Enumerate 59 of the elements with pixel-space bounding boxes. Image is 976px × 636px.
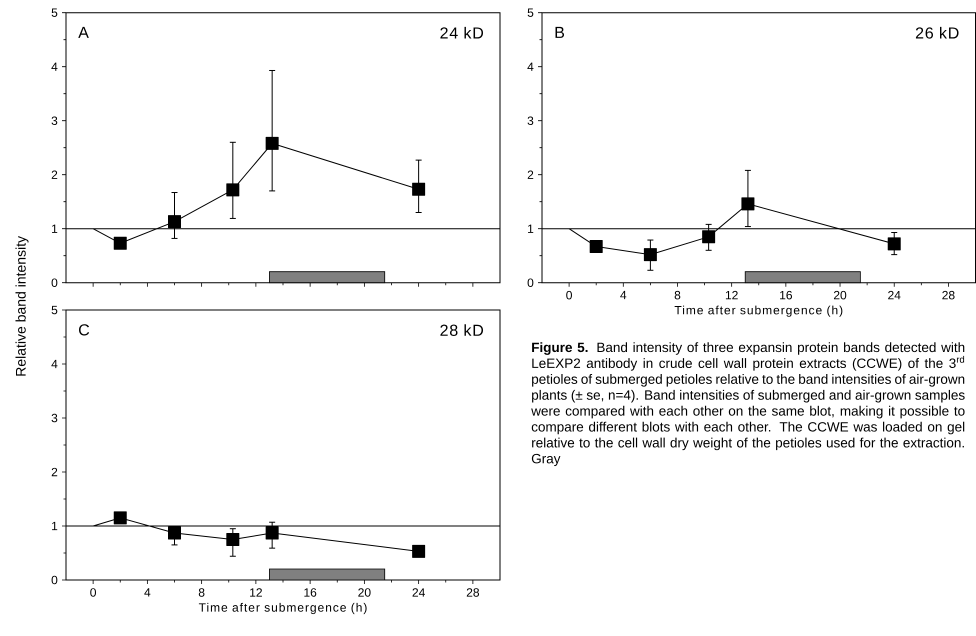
point	[226, 183, 240, 196]
point	[888, 237, 901, 250]
point	[168, 215, 181, 228]
y-tick-label: 5	[52, 306, 58, 314]
y-tick-label: 3	[52, 414, 58, 422]
text: A	[78, 26, 89, 38]
y-tick-label: 2	[52, 468, 58, 476]
text: Figure 5. Band intensity of three expansin protein bands detected with LeEXP2 antibody in crude cell wall protein extracts (CCWE) of the 3$^{rd}$ petioles of submerged petioles relative to the band intensities of air-grown plants (± se, n=4). Band intensities of submerged and air-grown samples were compared with each other on the same blot, making it possible to compare different blots with each other. The CCWE was loaded on gel relative to the cell wall dry weight of the petioles used for the extraction. Gray	[531, 342, 965, 466]
y-tick-label: 0	[528, 278, 534, 287]
x-tick-label: 8	[198, 588, 204, 597]
x-tick-label: 8	[674, 290, 680, 300]
point	[644, 248, 657, 262]
text: 26 kD	[916, 26, 959, 39]
x-axis-title: Time after submergence (h)	[674, 306, 842, 317]
point	[114, 236, 127, 250]
x-tick-label: 16	[304, 588, 316, 597]
text: C	[79, 324, 90, 336]
y-tick-label: 1	[52, 224, 58, 233]
x-tick-label: 24	[888, 290, 901, 300]
y-tick-label: 3	[528, 116, 534, 125]
y-tick-label: 3	[52, 116, 58, 125]
text: B	[556, 26, 564, 38]
point	[590, 240, 603, 254]
point	[702, 230, 716, 244]
x-tick-label: 12	[726, 290, 738, 300]
y-tick-label: 0	[52, 278, 58, 287]
point	[266, 526, 279, 540]
x-tick-label: 4	[620, 290, 626, 300]
x-tick-label: 12	[250, 588, 262, 597]
x-tick-label: 20	[358, 588, 371, 597]
x-tick-label: 28	[466, 588, 480, 597]
y-tick-label: 5	[528, 8, 534, 17]
x-tick-label: 0	[90, 588, 96, 597]
point	[412, 182, 426, 196]
text: 24 kD	[440, 26, 484, 38]
x-tick-label: 0	[566, 290, 572, 300]
point	[168, 526, 181, 540]
y-axis-title: Relative band intensity	[15, 236, 29, 376]
y-tick-label: 4	[51, 62, 58, 71]
y-tick-label: 2	[528, 170, 534, 179]
x-tick-label: 16	[780, 290, 792, 300]
point	[412, 544, 426, 558]
y-tick-label: 1	[52, 522, 58, 530]
x-tick-label: 24	[412, 588, 425, 597]
y-tick-label: 4	[51, 360, 58, 368]
x-tick-label: 4	[144, 588, 150, 596]
y-tick-label: 4	[527, 62, 534, 71]
x-tick-label: 20	[834, 290, 846, 300]
text: 28 kD	[440, 324, 484, 336]
y-tick-label: 2	[52, 170, 58, 179]
y-tick-label: 0	[52, 576, 58, 584]
point	[226, 533, 240, 546]
x-axis-title: Time after submergence (h)	[198, 602, 367, 614]
point	[741, 197, 754, 210]
point	[114, 511, 127, 524]
y-tick-label: 5	[52, 8, 58, 17]
x-tick-label: 28	[942, 290, 955, 300]
point	[266, 136, 279, 150]
y-tick-label: 1	[528, 224, 534, 233]
